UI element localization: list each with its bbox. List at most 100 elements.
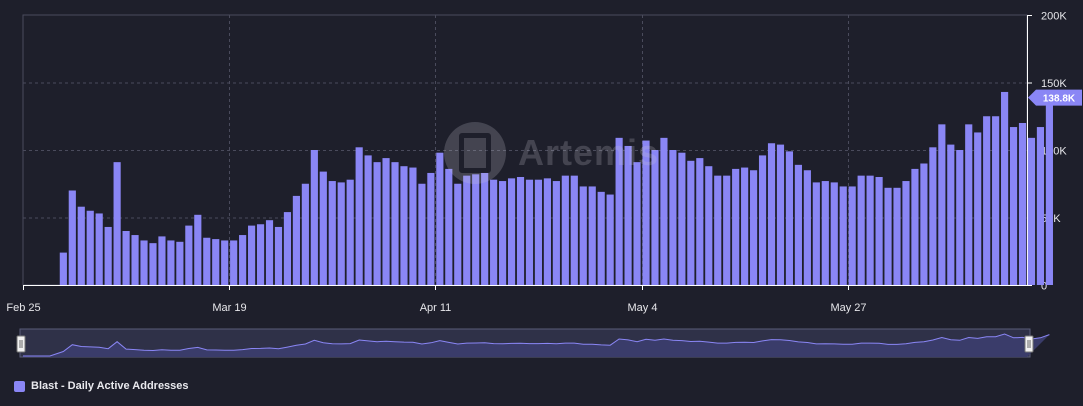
bar[interactable] (409, 167, 417, 285)
bar[interactable] (992, 116, 1000, 285)
bar[interactable] (158, 236, 166, 285)
bar[interactable] (265, 220, 274, 285)
bar[interactable] (687, 160, 695, 285)
bar[interactable] (436, 152, 444, 285)
bar[interactable] (920, 163, 928, 286)
bar[interactable] (382, 158, 390, 285)
bar[interactable] (534, 179, 543, 285)
bar[interactable] (947, 144, 955, 285)
bar[interactable] (911, 168, 919, 285)
bar[interactable] (319, 171, 327, 285)
bar[interactable] (454, 183, 462, 285)
bar[interactable] (983, 116, 991, 285)
bar[interactable] (131, 235, 139, 285)
bar[interactable] (516, 177, 525, 285)
bar[interactable] (140, 240, 148, 285)
bar[interactable] (615, 137, 623, 285)
bar[interactable] (633, 162, 641, 285)
bar[interactable] (292, 195, 300, 285)
bar[interactable] (337, 182, 345, 285)
bar[interactable] (1009, 127, 1018, 285)
bar[interactable] (866, 175, 874, 285)
bar[interactable] (821, 181, 829, 285)
bar[interactable] (507, 178, 516, 285)
bar[interactable] (678, 152, 686, 285)
bar[interactable] (570, 175, 578, 285)
bar[interactable] (543, 178, 551, 285)
bar[interactable] (445, 168, 453, 285)
bar[interactable] (606, 194, 614, 285)
bar[interactable] (812, 182, 820, 285)
bar[interactable] (1036, 127, 1045, 285)
bar[interactable] (77, 206, 85, 285)
bar[interactable] (1027, 137, 1036, 285)
bar[interactable] (974, 132, 982, 285)
bar[interactable] (830, 182, 838, 285)
bar[interactable] (104, 226, 112, 285)
bar[interactable] (68, 190, 76, 286)
bar[interactable] (956, 150, 964, 285)
bar[interactable] (875, 177, 883, 285)
bar[interactable] (938, 124, 946, 285)
bar[interactable] (696, 158, 704, 285)
bar[interactable] (149, 243, 157, 285)
bar[interactable] (185, 225, 193, 285)
bar[interactable] (839, 186, 847, 285)
bar[interactable] (328, 181, 336, 285)
bar[interactable] (525, 179, 534, 285)
bar[interactable] (310, 150, 318, 285)
bar[interactable] (965, 124, 973, 285)
bar[interactable] (794, 164, 802, 285)
bar[interactable] (714, 175, 722, 285)
bar[interactable] (472, 174, 480, 285)
bar[interactable] (848, 186, 856, 285)
bar[interactable] (283, 212, 292, 285)
bar[interactable] (705, 166, 713, 285)
bar[interactable] (1045, 97, 1053, 286)
bar[interactable] (301, 183, 309, 285)
bar[interactable] (723, 175, 731, 285)
bar[interactable] (499, 181, 507, 285)
bar[interactable] (902, 181, 910, 285)
bar[interactable] (167, 240, 175, 285)
bar[interactable] (893, 187, 901, 285)
bar[interactable] (785, 151, 794, 285)
bar[interactable] (750, 170, 758, 285)
bar[interactable] (1001, 91, 1009, 285)
bar[interactable] (194, 214, 202, 285)
bar[interactable] (427, 172, 435, 285)
bar[interactable] (490, 179, 498, 285)
bar[interactable] (400, 166, 408, 285)
bar[interactable] (884, 187, 892, 285)
bar[interactable] (660, 137, 668, 285)
bar[interactable] (1018, 123, 1027, 285)
bar[interactable] (86, 210, 94, 285)
bar[interactable] (776, 144, 785, 285)
bar[interactable] (212, 239, 220, 285)
bar[interactable] (597, 191, 605, 285)
range-navigator[interactable] (16, 328, 1050, 358)
bar[interactable] (230, 240, 238, 285)
bar[interactable] (642, 140, 650, 285)
navigator-right-handle[interactable] (1024, 335, 1034, 353)
bar[interactable] (929, 147, 937, 285)
bar[interactable] (122, 231, 130, 285)
legend[interactable]: Blast - Daily Active Addresses (14, 380, 189, 392)
bar[interactable] (248, 225, 256, 285)
bar[interactable] (803, 170, 811, 285)
bar[interactable] (758, 155, 767, 285)
bar[interactable] (669, 150, 677, 285)
bar[interactable] (463, 175, 471, 285)
bar[interactable] (355, 147, 363, 285)
bar[interactable] (561, 175, 569, 285)
bar[interactable] (176, 241, 184, 285)
bar[interactable] (346, 179, 354, 285)
bar[interactable] (239, 235, 247, 285)
bar[interactable] (256, 224, 265, 285)
bar[interactable] (741, 167, 749, 285)
bar[interactable] (588, 186, 596, 285)
bar[interactable] (624, 145, 632, 285)
bar[interactable] (221, 240, 229, 285)
bar[interactable] (732, 168, 740, 285)
bar[interactable] (59, 252, 67, 285)
